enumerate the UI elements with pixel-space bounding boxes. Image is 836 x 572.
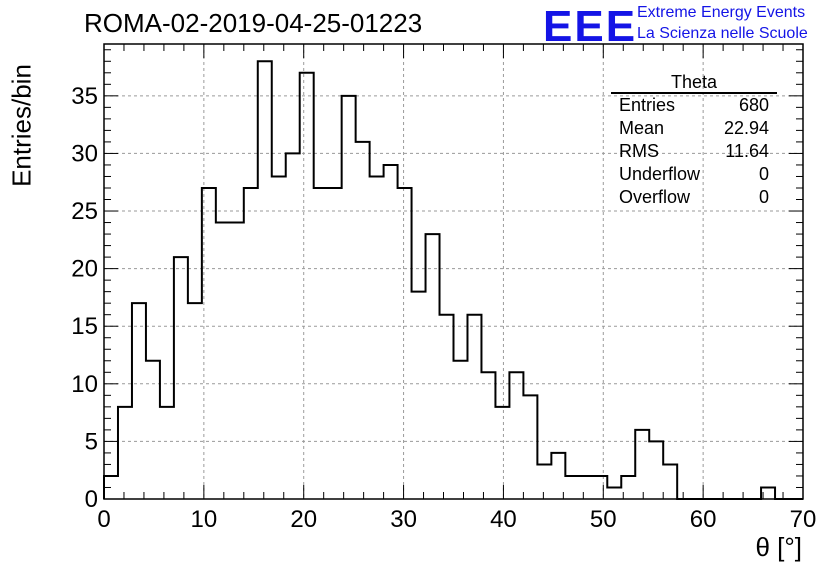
plot-title: ROMA-02-2019-04-25-01223: [84, 8, 423, 38]
histogram-bin: [118, 407, 132, 499]
x-tick-label: 60: [690, 506, 717, 533]
x-tick-label: 0: [97, 506, 110, 533]
stats-row-underflow: Underflow 0: [619, 164, 769, 184]
histogram-bin: [188, 303, 202, 499]
histogram-bin: [370, 176, 384, 499]
x-tick-label: 50: [590, 506, 617, 533]
histogram-bin: [537, 464, 551, 499]
histogram-bin: [426, 234, 440, 499]
histogram-bin: [230, 223, 244, 499]
x-tick-label: 30: [390, 506, 417, 533]
histogram-bin: [216, 223, 230, 499]
histogram-bin: [495, 407, 509, 499]
stats-row-entries: Entries 680: [619, 95, 769, 115]
histogram-bin: [314, 188, 328, 499]
histogram-bin: [146, 361, 160, 499]
histogram-bin: [258, 61, 272, 499]
histogram-bin: [565, 476, 579, 499]
histogram-outline: [103, 60, 803, 500]
x-tick-label: 20: [290, 506, 317, 533]
axis-tick-labels: 0 10 20 30 40 50 60 70 0 5 10 15 20 25 30 35: [71, 83, 816, 533]
histogram-bin: [440, 315, 454, 499]
histogram-bin: [607, 487, 621, 499]
x-axis-label: θ [°]: [755, 532, 802, 562]
histogram-bin: [398, 188, 412, 499]
y-axis-label: Entries/bin: [6, 64, 37, 187]
histogram-bin: [174, 257, 188, 499]
stats-title: Theta: [611, 72, 777, 94]
eee-logo: EEE: [543, 2, 638, 51]
histogram-bin: [593, 476, 607, 499]
axis-ticks: [103, 44, 804, 500]
y-tick-label: 10: [71, 371, 98, 398]
histogram-bin: [649, 441, 663, 499]
histogram-bin: [523, 395, 537, 499]
histogram-bins: [103, 60, 803, 500]
histogram-bin: [454, 361, 468, 499]
y-tick-label: 30: [71, 140, 98, 167]
y-tick-label: 5: [85, 428, 98, 455]
histogram-bin: [300, 73, 314, 499]
histogram-bin: [412, 292, 426, 499]
histogram-bin: [356, 142, 370, 499]
x-tick-label: 10: [191, 506, 218, 533]
logo-line-2: La Scienza nelle Scuole: [637, 25, 808, 42]
histogram-bin: [132, 303, 146, 499]
y-tick-label: 0: [85, 486, 98, 513]
stats-box: Theta Entries 680 Mean 22.94 RMS 11.64 Unde…: [611, 72, 777, 209]
y-tick-label: 35: [71, 83, 98, 110]
histogram-bin: [467, 315, 481, 499]
x-tick-label: 40: [490, 506, 517, 533]
histogram-bin: [579, 476, 593, 499]
histogram-bin: [509, 372, 523, 499]
histogram-bin: [272, 176, 286, 499]
logo-line-1: Extreme Energy Events: [637, 4, 806, 21]
stats-row-mean: Mean 22.94: [619, 118, 769, 138]
y-tick-label: 20: [71, 256, 98, 283]
plot-frame: [103, 43, 804, 500]
histogram-bin: [663, 464, 677, 499]
histogram-bin: [342, 96, 356, 499]
histogram-bin: [481, 372, 495, 499]
histogram-bin: [328, 188, 342, 499]
y-tick-label: 25: [71, 198, 98, 225]
histogram-bin: [244, 188, 258, 499]
stats-row-overflow: Overflow 0: [619, 187, 769, 207]
histogram-bin: [635, 430, 649, 499]
y-tick-label: 15: [71, 313, 98, 340]
stats-row-rms: RMS 11.64: [619, 141, 769, 161]
x-tick-label: 70: [790, 506, 817, 533]
histogram-bin: [160, 407, 174, 499]
histogram-bin: [384, 165, 398, 499]
